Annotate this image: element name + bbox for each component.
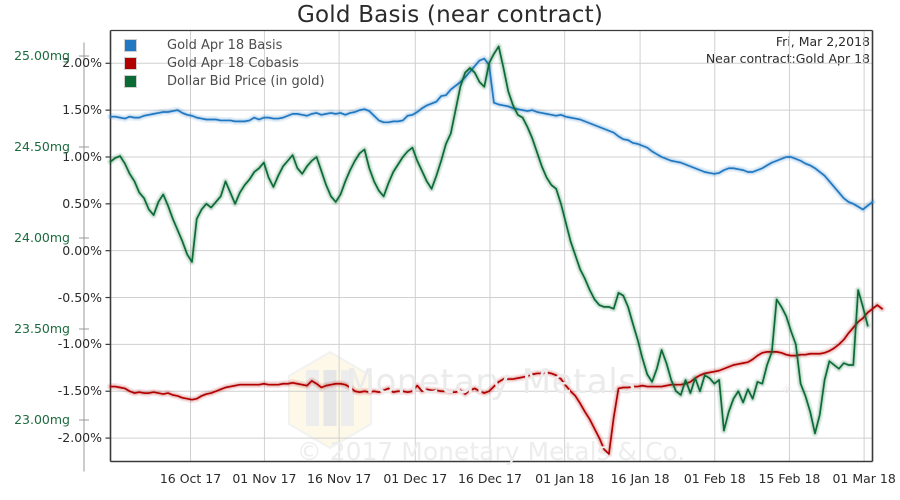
legend-swatch-icon [124, 74, 137, 88]
mg-axis-tick-3: 23.50mg [14, 321, 70, 336]
legend-item-1[interactable]: Gold Apr 18 Cobasis [124, 54, 325, 72]
y-axis-tick-6: -1.00% [57, 336, 102, 352]
watermark-copyright: © 2017 Monetary Metals & Co. [296, 437, 686, 466]
x-axis-tick-6: 16 Jan 18 [610, 471, 670, 486]
x-axis-tick-4: 16 Dec 17 [457, 471, 522, 486]
mg-axis-tick-0: 25.00mg [14, 48, 70, 63]
y-axis-tick-3: 0.50% [62, 195, 102, 211]
legend-label: Gold Apr 18 Cobasis [167, 55, 299, 71]
mg-axis-tick-2: 24.00mg [14, 230, 70, 245]
x-axis-tick-8: 15 Feb 18 [758, 471, 821, 486]
y-axis-tick-7: -1.50% [57, 383, 102, 399]
x-axis-tick-2: 16 Nov 17 [307, 471, 372, 486]
watermark-text: Monetary Metals [345, 362, 637, 402]
y-axis-tick-0: 2.00% [62, 55, 102, 71]
y-axis-tick-8: -2.00% [57, 430, 102, 446]
y-axis-tick-5: -0.50% [57, 289, 102, 305]
mg-axis-tick-4: 23.00mg [14, 412, 70, 427]
legend-item-2[interactable]: Dollar Bid Price (in gold) [124, 72, 325, 90]
legend-swatch-icon [124, 56, 137, 70]
legend-swatch-icon [124, 38, 137, 52]
watermark-registered-icon: ® [782, 383, 793, 396]
x-axis-tick-5: 01 Jan 18 [535, 471, 595, 486]
series-line-0[interactable] [109, 57, 874, 211]
chart-legend: Gold Apr 18 Basis Gold Apr 18 Cobasis Doll… [124, 36, 325, 90]
series-line-2[interactable] [109, 45, 869, 435]
x-axis-tick-3: 01 Dec 17 [383, 471, 448, 486]
y-axis-tick-4: 0.00% [62, 242, 102, 258]
legend-label: Gold Apr 18 Basis [167, 37, 283, 53]
page-title: Gold Basis (near contract) [297, 2, 603, 28]
x-axis-tick-9: 01 Mar 18 [832, 471, 896, 486]
mg-axis-tick-1: 24.50mg [14, 139, 70, 154]
legend-item-0[interactable]: Gold Apr 18 Basis [124, 36, 325, 54]
annotation-date: Fri, Mar 2,2018 [775, 34, 870, 49]
series-line-1[interactable] [109, 304, 883, 455]
x-axis-tick-7: 01 Feb 18 [683, 471, 746, 486]
chart-annotation: Fri, Mar 2,2018 Near contract:Gold Apr 1… [706, 33, 870, 67]
y-axis-tick-2: 1.00% [62, 148, 102, 164]
y-axis-tick-1: 1.50% [62, 102, 102, 118]
legend-label: Dollar Bid Price (in gold) [167, 73, 325, 89]
annotation-contract: Near contract:Gold Apr 18 [705, 51, 870, 66]
x-axis-tick-1: 01 Nov 17 [232, 471, 297, 486]
x-axis-tick-0: 16 Oct 17 [159, 471, 222, 486]
